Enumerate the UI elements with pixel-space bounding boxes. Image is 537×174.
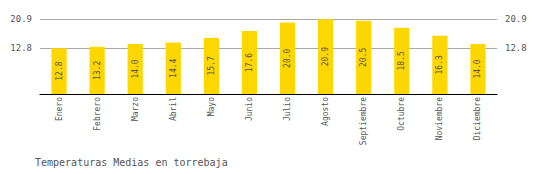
svg-text:16.3: 16.3 [435,55,444,74]
svg-text:20.0: 20.0 [283,48,292,67]
svg-text:Enero: Enero [55,97,64,121]
svg-text:Junio: Junio [245,97,254,121]
svg-text:12.8: 12.8 [10,43,32,53]
svg-text:Temperaturas Medias en torreba: Temperaturas Medias en torrebaja [35,157,228,168]
svg-text:Agosto: Agosto [321,97,330,126]
svg-text:14.4: 14.4 [169,58,178,77]
svg-text:12.8: 12.8 [55,61,64,80]
svg-text:14.0: 14.0 [131,59,140,78]
svg-text:14.0: 14.0 [473,59,482,78]
svg-text:12.8: 12.8 [505,43,527,53]
svg-text:20.5: 20.5 [359,48,368,67]
svg-text:Mayo: Mayo [207,97,216,116]
svg-text:Octubre: Octubre [397,97,406,131]
svg-text:20.9: 20.9 [321,47,330,66]
svg-text:Julio: Julio [283,97,292,121]
svg-text:17.6: 17.6 [245,53,254,72]
svg-text:Marzo: Marzo [131,97,140,121]
svg-text:15.7: 15.7 [207,56,216,75]
svg-text:Noviembre: Noviembre [435,97,444,141]
svg-text:Abril: Abril [169,97,178,121]
svg-text:20.9: 20.9 [505,14,527,24]
svg-text:Septiembre: Septiembre [359,97,368,145]
svg-text:20.9: 20.9 [10,14,32,24]
svg-text:13.2: 13.2 [93,61,102,80]
svg-text:Diciembre: Diciembre [473,97,482,141]
svg-text:18.5: 18.5 [397,51,406,70]
svg-text:Febrero: Febrero [93,97,102,131]
